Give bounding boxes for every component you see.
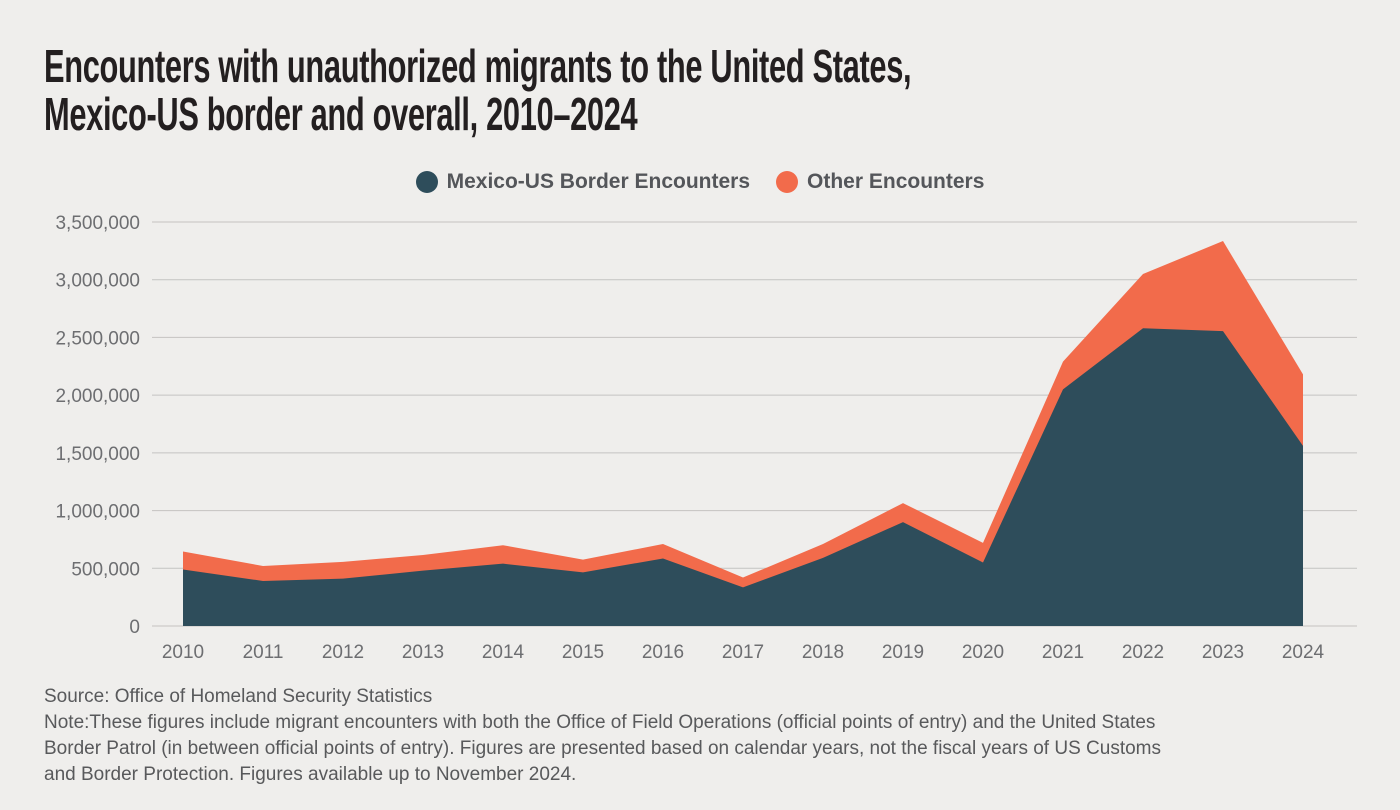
y-tick-label: 1,000,000 [55, 502, 140, 523]
area-series-mexico-us-border-encounters [183, 328, 1303, 626]
note-text-line-1: Note:These figures include migrant encou… [44, 712, 1156, 733]
x-tick-label: 2021 [1042, 642, 1084, 663]
legend-item-mexico-us-border: Mexico-US Border Encounters [415, 170, 751, 194]
page-title: Encounters with unauthorized migrants to… [44, 42, 1338, 138]
note-text-line-3: and Border Protection. Figures available… [44, 764, 577, 785]
page-title-line-2: Mexico-US border and overall, 2010–2024 [44, 88, 638, 140]
legend-dot-teal-icon [415, 171, 438, 193]
x-tick-label: 2019 [882, 642, 924, 663]
x-tick-label: 2017 [722, 642, 764, 663]
page-title-line-1: Encounters with unauthorized migrants to… [44, 40, 912, 92]
x-tick-label: 2010 [162, 642, 204, 663]
x-tick-label: 2011 [243, 642, 284, 663]
x-tick-label: 2015 [562, 642, 604, 663]
x-tick-label: 2014 [482, 642, 525, 663]
x-tick-label: 2022 [1122, 642, 1164, 663]
y-tick-label: 3,000,000 [55, 271, 140, 292]
source-text: Source: Office of Homeland Security Stat… [44, 686, 433, 707]
y-tick-label: 1,500,000 [55, 444, 140, 465]
legend-item-other: Other Encounters [776, 170, 984, 194]
legend-label: Other Encounters [807, 170, 985, 193]
y-tick-label: 2,500,000 [55, 328, 140, 349]
y-tick-label: 2,000,000 [55, 386, 140, 407]
y-tick-label: 500,000 [71, 559, 140, 580]
y-tick-label: 3,500,000 [55, 213, 140, 234]
x-tick-label: 2016 [642, 642, 684, 663]
chart-footer: Source: Office of Homeland Security Stat… [44, 684, 1324, 788]
x-tick-label: 2023 [1202, 642, 1244, 663]
legend-label: Mexico-US Border Encounters [446, 170, 751, 193]
x-tick-label: 2024 [1282, 642, 1325, 663]
x-tick-label: 2020 [962, 642, 1004, 663]
x-tick-label: 2012 [322, 642, 364, 663]
chart-legend: Mexico-US Border Encounters Other Encoun… [0, 170, 1400, 194]
x-tick-label: 2013 [402, 642, 444, 663]
y-tick-label: 0 [129, 617, 140, 638]
legend-dot-orange-icon [776, 171, 799, 193]
x-tick-label: 2018 [802, 642, 844, 663]
note-text-line-2: Border Patrol (in between official point… [44, 738, 1161, 759]
